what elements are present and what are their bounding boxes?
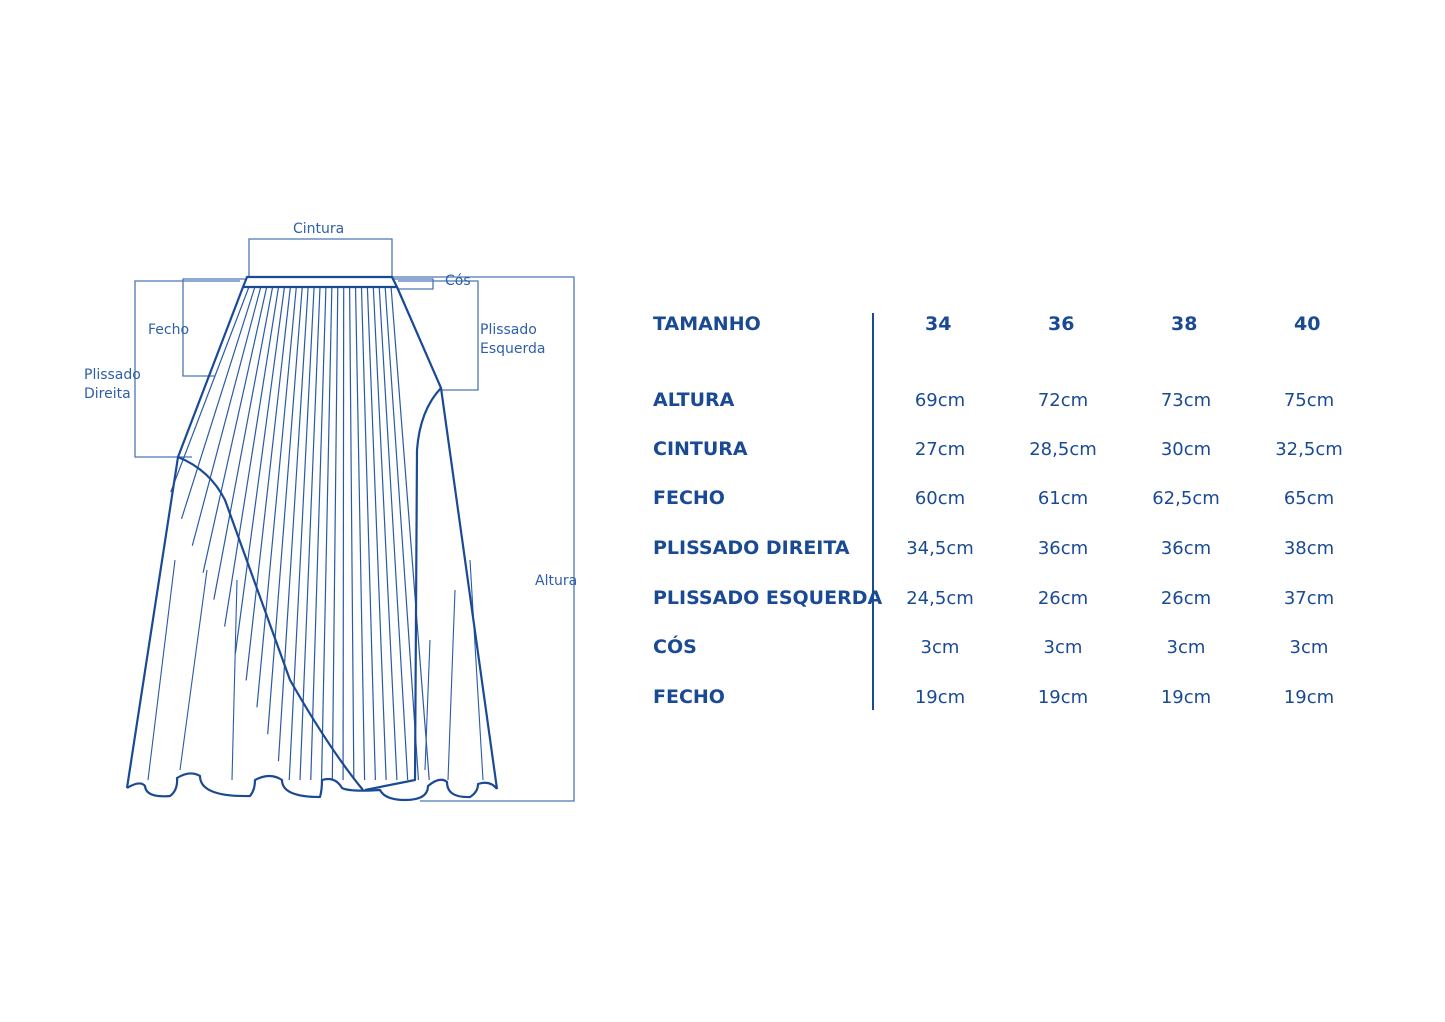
wrap-edge [177,455,364,791]
table-cell: 19cm [914,687,966,708]
flare-fold-line [447,589,456,781]
label-plissado-esquerda: Plissado Esquerda [480,321,546,359]
pleat-line [320,286,333,781]
table-divider [872,313,874,710]
table-cell: 26cm [1037,588,1089,609]
pleat-line [331,286,339,781]
pleat-line [360,286,376,781]
row-label: FECHO [653,487,725,509]
pleat-line [180,286,256,520]
table-cell: 62,5cm [1152,488,1220,509]
flare-fold-line [231,579,238,781]
pleat-line [372,286,398,781]
table-cell: 61cm [1037,488,1089,509]
row-label: PLISSADO DIREITA [653,537,850,559]
fecho-guide [182,278,245,377]
plissado-esquerda-guide [398,280,479,391]
label-plissado-direita: Plissado Direita [84,366,141,404]
flare-fold-line [147,559,176,781]
table-cell: 27cm [914,439,966,460]
pleat-line [256,286,297,708]
row-label: ALTURA [653,389,735,411]
pleat-line [349,286,355,781]
label-line: Plissado [84,367,141,383]
hem [126,772,498,802]
table-cell: 28,5cm [1029,439,1097,460]
size-header: 38 [1171,313,1198,335]
table-cell: 24,5cm [906,588,974,609]
pleat-line [390,286,430,781]
flare-fold-line [179,569,208,771]
table-cell: 38cm [1283,538,1335,559]
pleat-line [299,286,321,781]
pleat-line [384,286,420,781]
table-cell: 19cm [1037,687,1089,708]
table-cell: 65cm [1283,488,1335,509]
size-header: 36 [1048,313,1075,335]
size-header: 40 [1294,313,1321,335]
label-fecho: Fecho [148,322,190,338]
row-label: FECHO [653,686,725,708]
table-cell: 60cm [914,488,966,509]
table-cell: 37cm [1283,588,1335,609]
table-cell: 69cm [914,390,966,411]
pleat-line [288,286,315,781]
pleat-line [342,286,345,781]
label-cintura: Cintura [293,221,345,237]
label-altura: Altura [535,573,578,589]
table-cell: 36cm [1160,538,1212,559]
size-header: 34 [925,313,952,335]
pleat-line [191,286,262,546]
table-cell: 3cm [1043,637,1083,658]
cintura-guide [248,238,393,277]
pleats [170,286,430,781]
table-cell: 75cm [1283,390,1335,411]
label-cos: Cós [445,273,471,289]
table-cell: 3cm [920,637,960,658]
pleat-line [213,286,274,600]
table-cell: 19cm [1283,687,1335,708]
pleat-line [310,286,327,781]
flare-folds [147,559,484,781]
pleat-line [202,286,268,573]
table-cell: 3cm [1166,637,1206,658]
table-cell: 73cm [1160,390,1212,411]
right-panel-edge [364,387,442,792]
label-line: Direita [84,386,131,402]
table-cell: 32,5cm [1275,439,1343,460]
row-label: PLISSADO ESQUERDA [653,587,883,609]
label-line: Esquerda [480,341,546,357]
waistband [241,275,399,289]
pleat-line [366,286,387,781]
flare-fold-line [469,559,484,781]
pleat-line [234,286,286,654]
plissado-direita-guide [134,280,240,458]
pleat-line [224,286,280,627]
table-cell: 26cm [1160,588,1212,609]
cos-guide [392,278,434,290]
label-line: Plissado [480,322,537,338]
table-cell: 19cm [1160,687,1212,708]
table-cell: 3cm [1289,637,1329,658]
pleat-line [277,286,309,762]
right-side [395,286,499,790]
measurement-guides [134,238,575,802]
table-cell: 36cm [1037,538,1089,559]
skirt-outline [125,275,499,802]
pleat-line [245,286,291,681]
pleat-line [170,286,250,493]
altura-guide [392,276,575,802]
pleat-line [354,286,366,781]
row-label: CINTURA [653,438,748,460]
pleat-line [378,286,409,781]
header-tamanho: TAMANHO [653,313,761,335]
table-cell: 30cm [1160,439,1212,460]
flare-fold-line [424,639,431,771]
pleat-line [267,286,303,735]
table-cell: 34,5cm [906,538,974,559]
row-label: CÓS [653,636,697,658]
table-cell: 72cm [1037,390,1089,411]
